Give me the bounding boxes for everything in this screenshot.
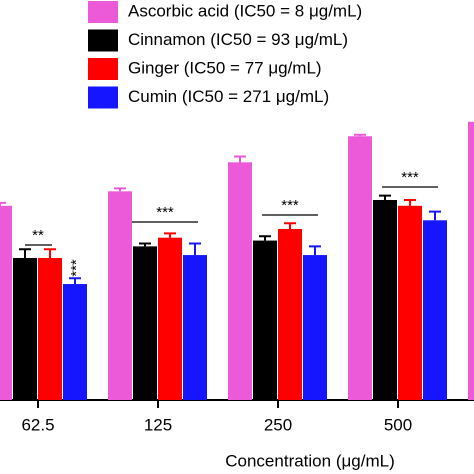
legend-label: Ginger (IC50 = 77 μg/mL): [128, 58, 322, 77]
bar: [423, 220, 447, 400]
significance-label: ***: [68, 259, 85, 277]
bar: [348, 136, 372, 401]
error-bar: [309, 245, 321, 256]
legend-label: Cinnamon (IC50 = 93 μg/mL): [128, 30, 348, 49]
bar: [38, 257, 62, 400]
bar: [63, 284, 87, 400]
legend-swatch: [88, 58, 118, 80]
legend-swatch: [88, 1, 118, 23]
bar: [13, 257, 37, 400]
bar: [398, 205, 422, 400]
error-bar: [284, 222, 296, 229]
error-bar: [234, 155, 246, 163]
x-tick-label: 62.5: [21, 415, 54, 434]
x-axis-label: Concentration (μg/mL): [225, 451, 394, 470]
error-bar: [139, 242, 151, 247]
bar: [183, 255, 207, 400]
legend-swatch: [88, 29, 118, 52]
bar: [468, 121, 474, 400]
error-bar: [19, 248, 31, 258]
error-bar: [114, 187, 126, 192]
error-bar: [44, 248, 56, 258]
bar: [0, 205, 12, 400]
error-bar: [379, 194, 391, 200]
error-bar: [69, 277, 81, 285]
error-bar: [404, 199, 416, 206]
error-bar: [354, 133, 366, 137]
significance-label: ***: [401, 169, 419, 186]
x-tick-label: 125: [144, 415, 172, 434]
error-bar: [259, 235, 271, 241]
legend-label: Ascorbic acid (IC50 = 8 μg/mL): [128, 1, 362, 20]
bar: [373, 200, 397, 400]
error-bar: [429, 210, 441, 221]
bar: [133, 246, 157, 400]
bar: [228, 162, 252, 400]
bar: [303, 255, 327, 400]
significance-label: **: [32, 227, 44, 244]
bar: [278, 228, 302, 400]
error-bar: [164, 232, 176, 238]
x-tick-label: 500: [384, 415, 412, 434]
legend-swatch: [88, 86, 118, 109]
error-bar: [189, 242, 201, 256]
legend-label: Cumin (IC50 = 271 μg/mL): [128, 87, 329, 106]
bar: [253, 240, 277, 400]
significance-label: ***: [156, 204, 174, 221]
significance-label: ***: [281, 197, 299, 214]
bar: [158, 237, 182, 400]
x-tick-label: 250: [264, 415, 292, 434]
error-bar: [0, 201, 6, 206]
bar: [108, 191, 132, 400]
